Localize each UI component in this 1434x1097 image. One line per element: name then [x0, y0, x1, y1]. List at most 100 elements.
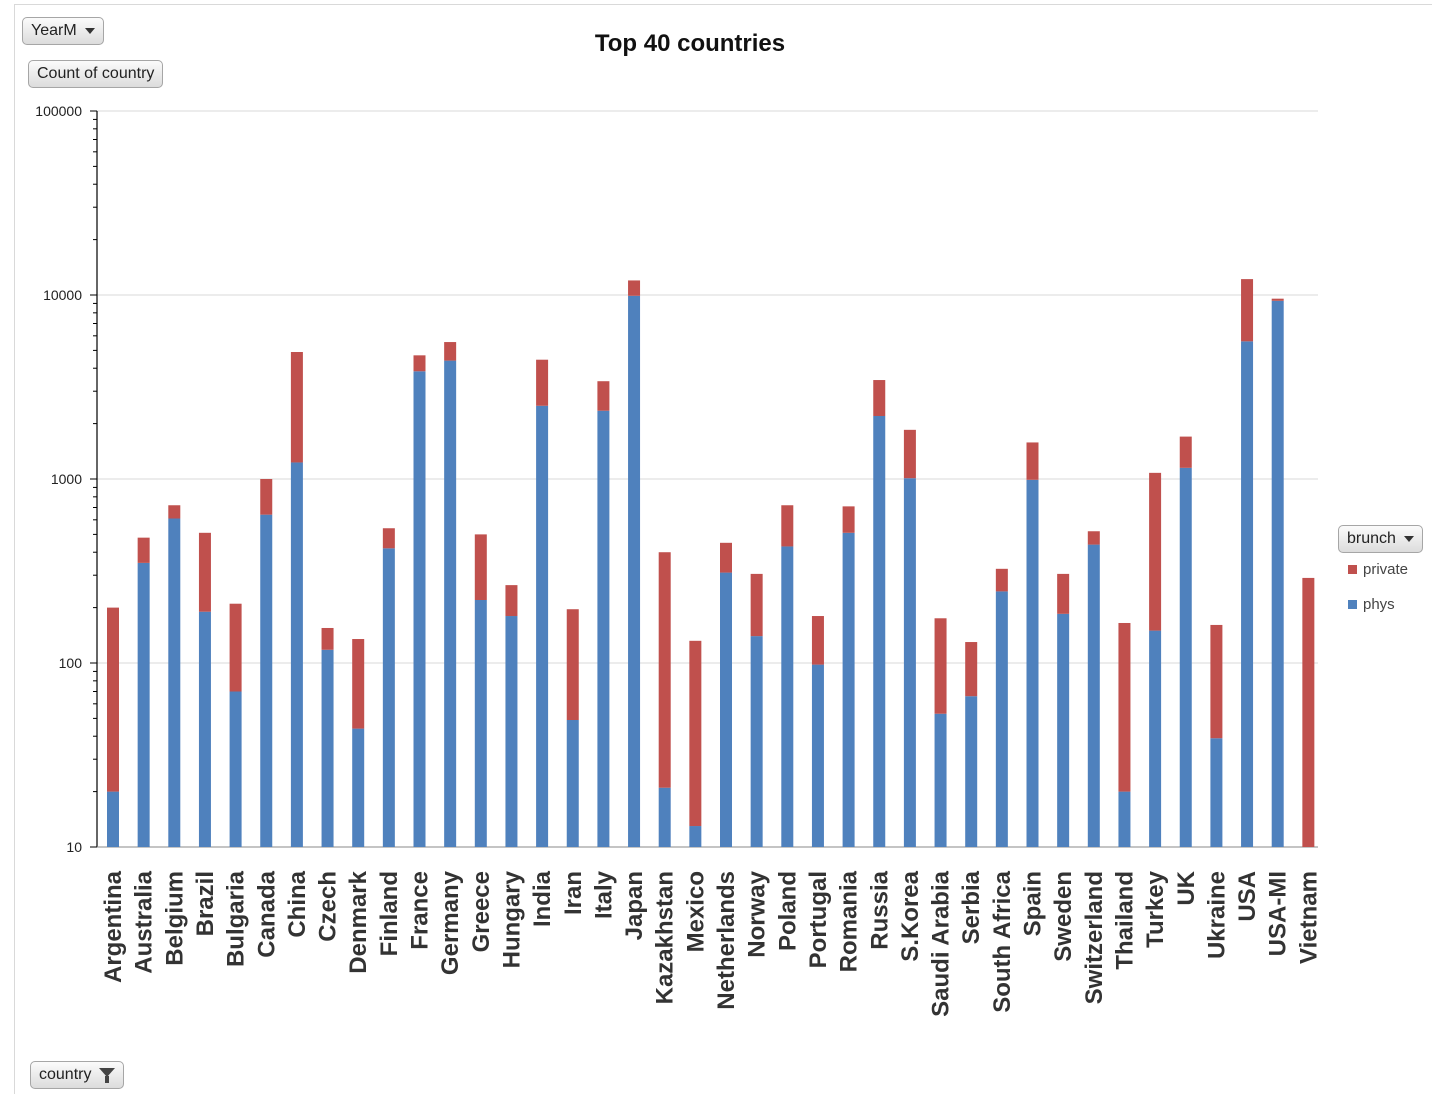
bar-private — [1179, 436, 1192, 468]
bar-phys — [413, 371, 426, 847]
bar-phys — [198, 611, 211, 847]
legend-item-private: private — [1348, 561, 1408, 578]
x-category-label: Romania — [836, 870, 863, 972]
brunch-legend-filter-button[interactable]: brunch — [1338, 525, 1423, 553]
x-category-label: Vietnam — [1295, 871, 1322, 964]
bar-private — [444, 342, 457, 361]
bar-private — [842, 506, 855, 533]
x-category-label: Italy — [590, 870, 617, 919]
x-category-label: Norway — [744, 870, 771, 957]
x-category-label: Germany — [437, 870, 464, 975]
bar-phys — [750, 636, 763, 847]
legend-swatch-private — [1348, 565, 1357, 574]
x-category-label: Thailand — [1111, 871, 1138, 970]
x-category-label: Ukraine — [1203, 871, 1230, 959]
bar-private — [1241, 279, 1254, 342]
x-category-label: Serbia — [958, 870, 985, 944]
bar-phys — [689, 826, 702, 847]
bar-private — [1210, 624, 1223, 739]
bar-private — [229, 603, 242, 692]
bar-private — [474, 534, 487, 600]
bar-phys — [995, 591, 1008, 847]
bar-phys — [474, 599, 487, 847]
bar-private — [1149, 472, 1162, 631]
x-category-label: China — [284, 870, 311, 937]
bar-private — [566, 609, 579, 721]
bar-private — [1087, 531, 1100, 545]
bar-phys — [137, 562, 150, 847]
bar-phys — [107, 791, 119, 847]
x-category-label: Greece — [468, 871, 495, 952]
chart-area-frame — [14, 4, 1432, 1094]
x-category-label: Canada — [253, 870, 280, 957]
legend-label-phys: phys — [1363, 596, 1395, 613]
x-category-label: Mexico — [682, 871, 709, 952]
bar-private — [1271, 298, 1284, 301]
count-of-country-field-button[interactable]: Count of country — [28, 60, 164, 88]
x-category-label: South Africa — [989, 870, 1016, 1012]
legend-label-private: private — [1363, 561, 1409, 578]
legend-item-phys: phys — [1348, 596, 1395, 613]
bar-phys — [1210, 738, 1223, 847]
y-tick-label: 10 — [66, 839, 82, 855]
y-tick-label: 100000 — [35, 103, 82, 119]
bar-private — [1026, 442, 1039, 480]
chevron-down-icon — [1403, 536, 1414, 542]
chevron-down-icon — [84, 28, 95, 34]
bar-phys — [168, 518, 181, 847]
bar-private — [903, 429, 916, 479]
bar-phys — [1118, 791, 1131, 847]
bar-private — [689, 640, 702, 827]
bar-phys — [1057, 613, 1070, 847]
bar-private — [597, 381, 610, 411]
bar-phys — [873, 415, 886, 847]
bar-phys — [658, 787, 671, 847]
x-category-label: Brazil — [192, 871, 219, 936]
bar-phys — [1271, 300, 1284, 847]
x-category-label: S.Korea — [897, 870, 924, 961]
x-category-label: Finland — [376, 871, 403, 956]
bar-private — [965, 642, 978, 697]
x-category-label: Poland — [774, 871, 801, 951]
country-filter-button[interactable]: country — [30, 1061, 125, 1089]
bar-phys — [382, 548, 395, 847]
bar-private — [781, 505, 794, 547]
yearm-filter-label: YearM — [31, 22, 77, 39]
bar-phys — [842, 532, 855, 847]
bar-private — [628, 280, 641, 296]
bar-private — [107, 607, 119, 792]
x-category-label: Netherlands — [713, 871, 740, 1010]
bar-private — [260, 479, 273, 515]
bar-phys — [720, 572, 732, 847]
filter-icon — [99, 1066, 116, 1084]
bar-private — [382, 528, 395, 549]
bar-phys — [536, 405, 549, 847]
x-category-label: Czech — [315, 871, 342, 942]
x-category-label: Argentina — [100, 870, 127, 983]
bar-private — [1118, 622, 1131, 792]
bar-phys — [811, 664, 824, 847]
bar-phys — [965, 696, 978, 847]
bar-private — [811, 616, 824, 665]
yearm-filter-button[interactable]: YearM — [22, 17, 104, 45]
bar-phys — [290, 462, 303, 847]
x-category-label: UK — [1173, 870, 1200, 905]
x-category-label: Turkey — [1142, 870, 1169, 948]
bar-private — [137, 537, 150, 563]
x-category-label: Iran — [560, 871, 587, 915]
bar-phys — [260, 514, 273, 847]
y-tick-label: 1000 — [51, 471, 82, 487]
x-category-label: Bulgaria — [223, 870, 250, 967]
bar-phys — [1241, 341, 1254, 847]
bar-private — [1057, 573, 1070, 614]
x-category-label: USA-MI — [1265, 871, 1292, 956]
x-category-label: Portugal — [805, 871, 832, 968]
bar-phys — [229, 691, 242, 847]
legend-swatch-phys — [1348, 600, 1357, 609]
x-category-label: Switzerland — [1081, 871, 1108, 1004]
bar-phys — [505, 616, 518, 847]
bar-private — [658, 552, 671, 788]
y-tick-label: 10000 — [43, 287, 82, 303]
x-category-label: Spain — [1020, 871, 1047, 936]
bar-private — [1302, 577, 1315, 847]
